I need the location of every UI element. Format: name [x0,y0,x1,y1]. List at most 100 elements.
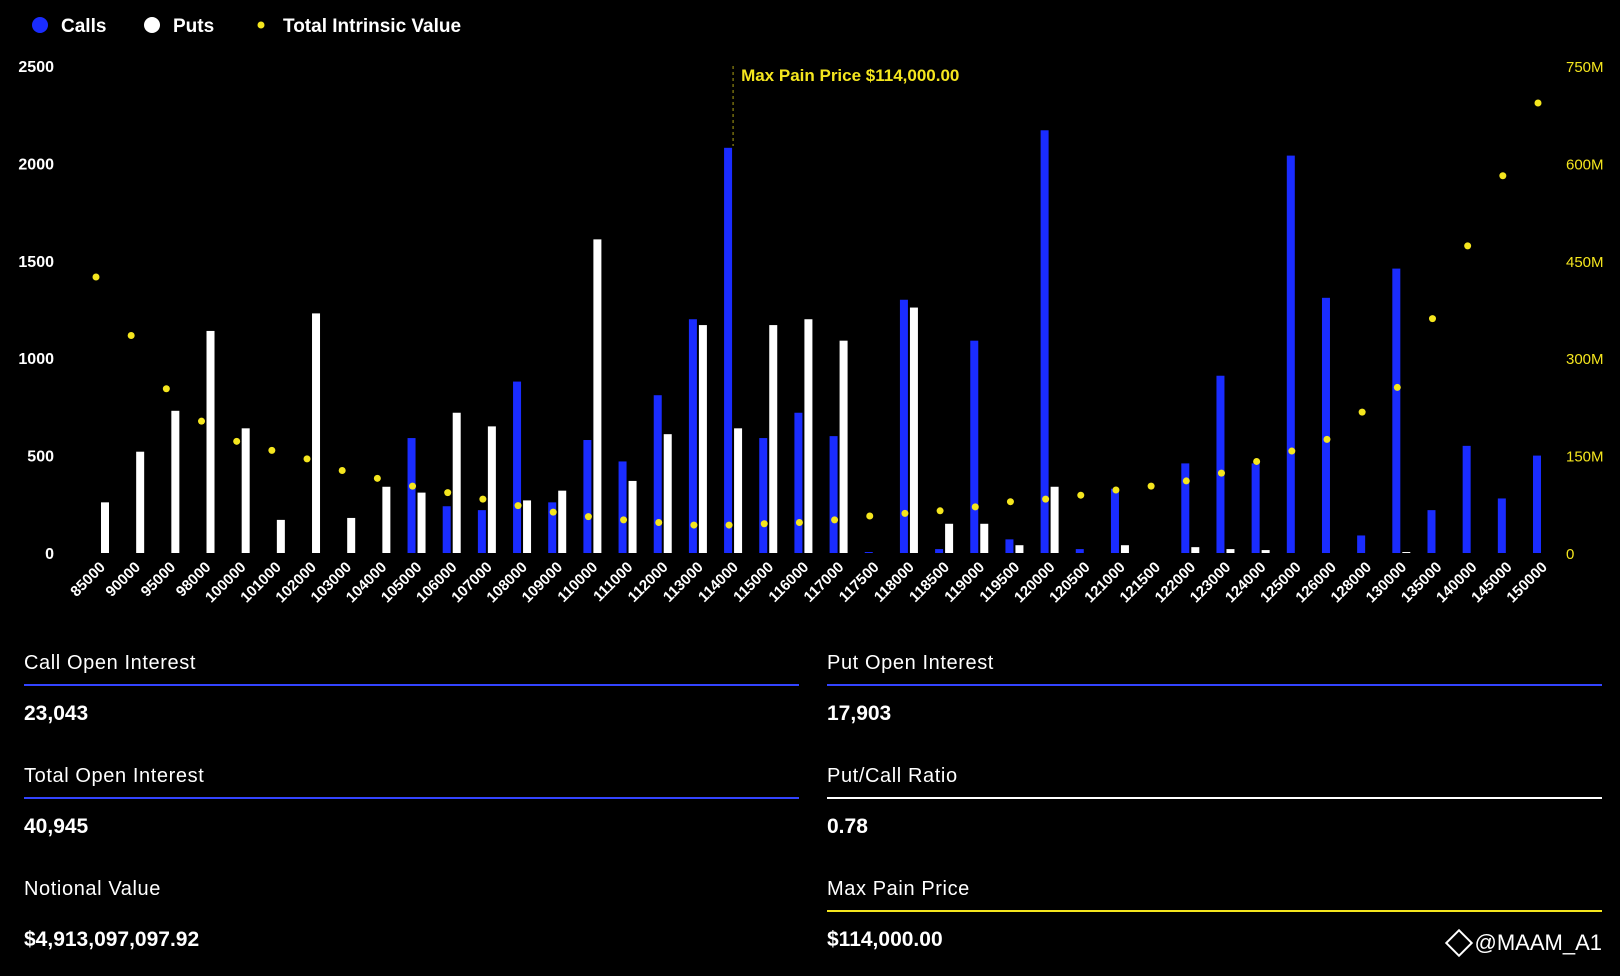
right-axis: 0 150M 300M 450M 600M 750M [1566,59,1604,563]
bar-series [101,130,1541,554]
calls-bar [1497,498,1506,553]
right-axis-tick-label: 150M [1566,449,1604,466]
intrinsic-value-point [1112,486,1120,494]
intrinsic-value-point [1288,447,1296,455]
calls-bar [513,381,522,553]
calls-bar [407,438,416,553]
left-axis-tick-label: 1500 [18,254,54,271]
x-axis-tick-label: 95000 [138,559,180,601]
right-axis-tick-label: 0 [1566,546,1574,563]
intrinsic-value-point [1393,383,1401,391]
intrinsic-value-point [444,489,452,497]
legend-intrinsic-marker [257,21,265,29]
x-axis: 8500090000950009800010000010100010200010… [67,559,1551,606]
puts-bar [980,523,989,553]
calls-bar [1005,539,1014,553]
x-axis-tick-label: 85000 [67,559,109,601]
calls-bar [1181,463,1190,553]
put-call-ratio-stat: Put/Call Ratio 0.78 [827,765,1602,839]
intrinsic-value-point [92,273,100,281]
max-pain-price-rule [827,910,1602,912]
puts-bar [909,307,918,553]
puts-bar [382,486,391,553]
puts-bar [241,428,250,553]
intrinsic-value-point [1534,99,1542,107]
notional-value-rule [24,910,799,912]
intrinsic-value-point [303,455,311,463]
calls-bar [1392,268,1401,553]
intrinsic-value-point [1077,491,1085,499]
open-interest-chart: Calls Puts Total Intrinsic Value 0 500 100… [18,16,1604,606]
intrinsic-value-point [1147,482,1155,490]
intrinsic-value-point [479,495,487,503]
intrinsic-value-point [725,521,733,529]
total-open-interest-stat: Total Open Interest 40,945 [24,765,799,839]
put-call-ratio-rule [827,797,1602,799]
right-axis-tick-label: 750M [1566,59,1604,76]
watermark-text: @MAAM_A1 [1474,930,1602,955]
puts-bar [1261,550,1270,553]
intrinsic-value-points [92,99,1542,529]
puts-bar [804,319,813,553]
intrinsic-value-point [760,520,768,528]
intrinsic-value-point [409,482,417,490]
intrinsic-value-point [1182,477,1190,485]
put-open-interest-rule [827,684,1602,686]
call-open-interest-rule [24,684,799,686]
puts-bar [839,340,848,553]
calls-bar [759,438,768,553]
intrinsic-value-point [584,513,592,521]
intrinsic-value-point [1358,408,1366,416]
intrinsic-value-point [162,385,170,393]
calls-bar [1321,297,1330,553]
x-axis-tick-label: 110000 [554,559,601,606]
intrinsic-value-point [268,446,276,454]
puts-bar [734,428,743,553]
puts-bar [945,523,954,553]
intrinsic-value-point [127,331,135,339]
intrinsic-value-point [620,516,628,524]
calls-bar [935,549,944,553]
right-axis-tick-label: 450M [1566,254,1604,271]
intrinsic-value-point [1006,498,1014,506]
intrinsic-value-point [1042,495,1050,503]
puts-bar [487,426,496,553]
call-open-interest-stat: Call Open Interest 23,043 [24,652,799,726]
left-axis-tick-label: 0 [45,546,54,563]
intrinsic-value-point [1253,457,1261,465]
puts-bar [593,239,602,553]
calls-bar [1427,510,1436,553]
legend-calls-label: Calls [61,16,106,37]
left-axis-tick-label: 2000 [18,156,54,173]
max-pain-price-value: $114,000.00 [827,928,943,951]
put-call-ratio-value: 0.78 [827,815,868,838]
legend-puts-label: Puts [173,16,214,37]
calls-bar [618,461,627,553]
total-open-interest-rule [24,797,799,799]
intrinsic-value-point [233,437,241,445]
put-open-interest-stat: Put Open Interest 17,903 [827,652,1602,726]
intrinsic-value-point [373,474,381,482]
legend-intrinsic-label: Total Intrinsic Value [283,16,461,37]
intrinsic-value-point [549,508,557,516]
puts-bar [1191,547,1200,553]
calls-bar [442,506,451,553]
left-axis-tick-label: 1000 [18,351,54,368]
intrinsic-value-point [514,502,522,510]
put-call-ratio-label: Put/Call Ratio [827,765,958,787]
calls-bar [1533,455,1541,553]
puts-bar [1226,549,1235,553]
puts-bar [523,500,532,553]
x-axis-tick-label: 90000 [102,559,144,601]
right-axis-tick-label: 600M [1566,156,1604,173]
call-open-interest-label: Call Open Interest [24,652,196,674]
puts-bar [698,325,707,553]
puts-bar [558,490,567,553]
puts-bar [1120,545,1129,553]
calls-bar [583,440,592,553]
calls-bar [1251,463,1260,553]
total-open-interest-label: Total Open Interest [24,765,205,787]
legend-puts-marker [144,17,160,33]
puts-bar [1015,545,1024,553]
calls-bar [477,510,486,553]
